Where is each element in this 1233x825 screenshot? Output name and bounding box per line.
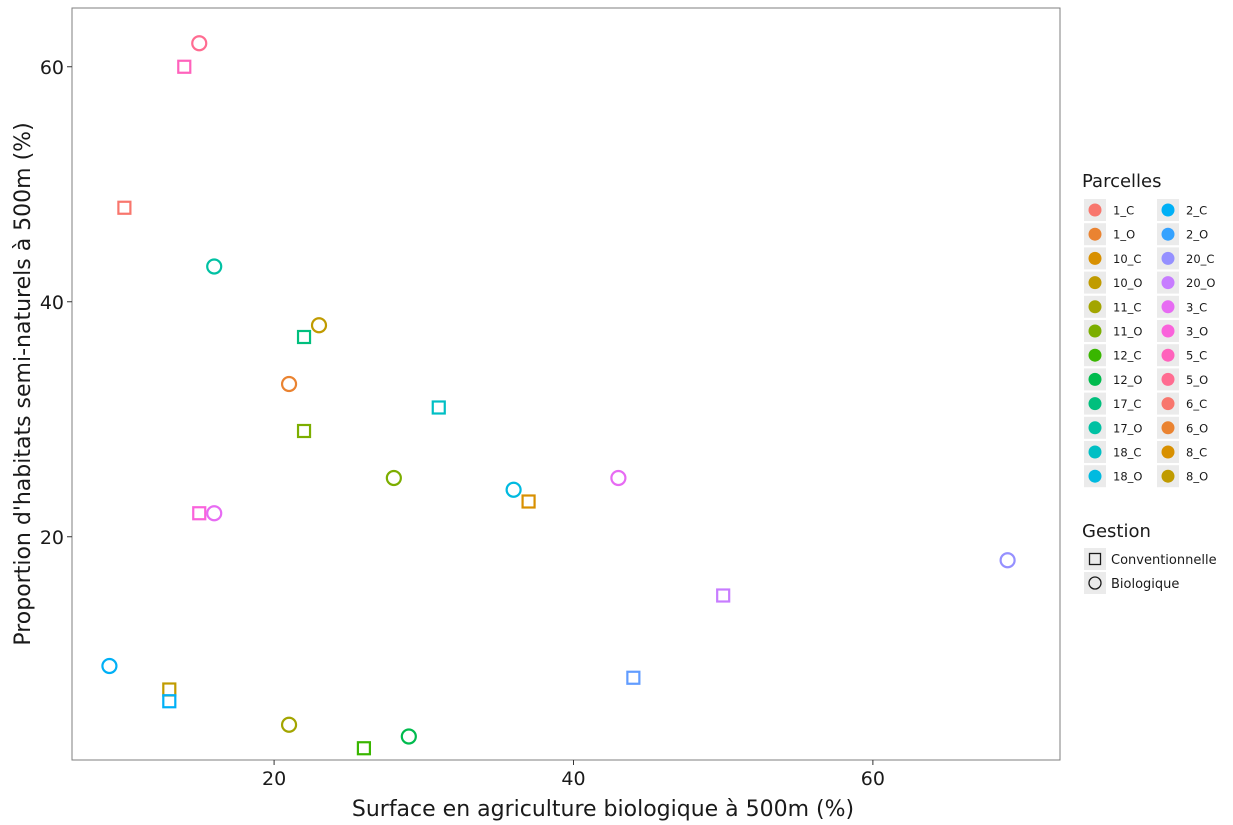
legend-label: 20_C — [1186, 252, 1214, 266]
point-square — [177, 59, 192, 74]
point-square — [192, 506, 207, 521]
data-points — [101, 35, 1016, 756]
legend-swatch — [1088, 227, 1102, 241]
legend-label: 17_O — [1113, 421, 1142, 435]
point-circle — [610, 469, 627, 487]
legend-swatch — [1161, 421, 1175, 435]
point-square — [521, 494, 536, 509]
legend-label: 5_O — [1186, 373, 1208, 387]
legend-shape-label: Biologique — [1111, 577, 1179, 592]
legend-swatch — [1161, 445, 1175, 459]
x-tick-label: 60 — [861, 768, 885, 790]
legend-swatch — [1161, 469, 1175, 483]
legend-shape-label: Conventionnelle — [1111, 553, 1217, 568]
legend-label: 3_O — [1186, 325, 1208, 339]
point-circle — [191, 35, 208, 52]
legend-swatch — [1161, 324, 1175, 338]
legend-shape-keys: Conventionnelle Biologique — [1084, 548, 1217, 594]
legend-swatch — [1088, 348, 1102, 362]
y-axis: 20 40 60 — [40, 57, 72, 549]
point-square — [162, 694, 177, 709]
legend-title-parcelles: Parcelles — [1082, 171, 1162, 192]
legend-square-symbol — [1088, 552, 1102, 566]
legend-label: 12_O — [1113, 373, 1142, 387]
legend-swatch — [1088, 397, 1102, 411]
legend-label: 20_O — [1186, 276, 1215, 290]
legend-swatch — [1161, 397, 1175, 411]
legend-label: 18_C — [1113, 446, 1141, 460]
legend-color-keys: 1_C 1_O 10_C 10_O 11_C 11_O 12_C 12_O 17_C 17_O 18… — [1084, 199, 1215, 488]
point-circle — [310, 317, 328, 334]
panel-background — [71, 7, 1061, 761]
point-circle — [206, 505, 223, 522]
legend-label: 3_C — [1186, 300, 1207, 314]
point-circle — [400, 728, 417, 745]
legend-label: 6_O — [1186, 421, 1208, 435]
legend-swatch — [1161, 348, 1175, 362]
point-circle — [206, 258, 223, 275]
legend-swatch — [1161, 251, 1175, 265]
legend-label: 1_O — [1113, 228, 1135, 242]
legend-label: 10_O — [1113, 276, 1142, 290]
point-circle — [101, 657, 118, 675]
legend-label: 2_C — [1186, 204, 1207, 218]
point-square — [356, 741, 372, 756]
point-square — [431, 400, 446, 415]
legend-swatch — [1088, 203, 1102, 217]
legend-swatch — [1088, 251, 1102, 265]
point-square — [296, 423, 312, 439]
legend-label: 6_C — [1186, 397, 1207, 411]
legend-swatch — [1161, 372, 1175, 386]
legend-title-gestion: Gestion — [1082, 521, 1151, 542]
legend-label: 18_O — [1113, 470, 1142, 484]
y-tick-label: 60 — [40, 57, 64, 79]
legend-key-bg — [1084, 572, 1106, 594]
point-square — [117, 200, 132, 215]
legend-label: 1_C — [1113, 204, 1134, 218]
legend-label: 8_C — [1186, 446, 1207, 460]
legend-label: 8_O — [1186, 470, 1208, 484]
legend-swatch — [1088, 421, 1102, 435]
legend-label: 12_C — [1113, 349, 1141, 363]
legend-swatch — [1161, 203, 1175, 217]
legend-label: 11_O — [1113, 325, 1142, 339]
legend-swatch — [1161, 276, 1175, 290]
point-circle — [505, 481, 522, 498]
point-circle — [385, 469, 402, 487]
point-square — [716, 588, 731, 603]
legend-label: 17_C — [1113, 397, 1141, 411]
legend-label: 11_C — [1113, 300, 1141, 314]
legend-key-bg — [1084, 548, 1106, 570]
x-axis-title: Surface en agriculture biologique à 500m… — [352, 797, 854, 822]
legend-label: 5_C — [1186, 349, 1207, 363]
x-tick-label: 20 — [262, 768, 286, 790]
x-tick-label: 40 — [561, 768, 585, 790]
legend-swatch — [1088, 300, 1102, 314]
legend-swatch — [1161, 227, 1175, 241]
y-axis-title: Proportion d'habitats semi-naturels à 50… — [11, 122, 36, 645]
y-tick-label: 20 — [40, 527, 64, 549]
point-circle — [280, 375, 298, 393]
legend-label: 10_C — [1113, 252, 1141, 266]
legend-swatch — [1088, 372, 1102, 386]
legend-label: 2_O — [1186, 228, 1208, 242]
point-square — [626, 670, 641, 685]
legend-swatch — [1088, 469, 1102, 483]
x-axis: 20 40 60 — [262, 760, 885, 790]
point-circle — [280, 716, 298, 733]
legend-swatch — [1088, 445, 1102, 459]
point-circle — [999, 552, 1016, 569]
legend-circle-symbol — [1088, 576, 1102, 590]
legend-swatch — [1161, 300, 1175, 314]
point-square — [296, 329, 312, 345]
legend-swatch — [1088, 324, 1102, 338]
legend: Parcelles 1_C 1_O 10_C 10_O 11_C 11_O 12_C 12_O… — [1082, 171, 1217, 594]
legend-swatch — [1088, 276, 1102, 290]
y-tick-label: 40 — [40, 292, 64, 314]
